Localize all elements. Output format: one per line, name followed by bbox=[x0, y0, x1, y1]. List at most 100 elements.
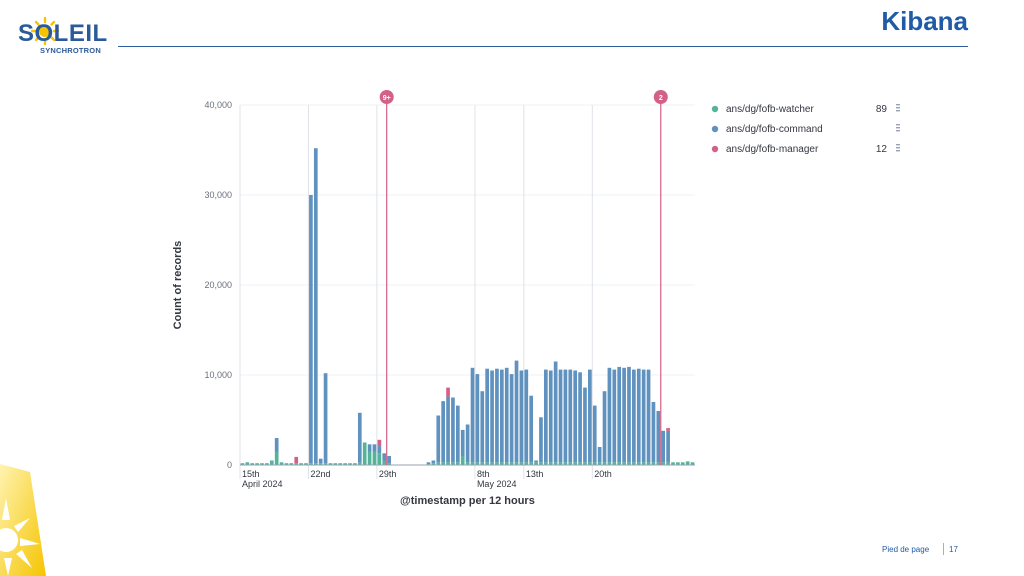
bar-watcher bbox=[465, 462, 470, 465]
bar-watcher bbox=[289, 463, 294, 465]
bar-command bbox=[436, 415, 441, 463]
bar-watcher bbox=[455, 462, 460, 465]
bar-watcher bbox=[656, 462, 661, 465]
bar-watcher bbox=[338, 463, 343, 465]
y-axis-label: Count of records bbox=[172, 241, 184, 330]
bar-watcher bbox=[372, 451, 377, 465]
bar-command bbox=[548, 370, 553, 463]
x-tick-label: 15th bbox=[242, 469, 260, 479]
bar-command bbox=[490, 370, 494, 463]
y-tick-label: 40,000 bbox=[204, 100, 232, 110]
bar-watcher bbox=[313, 463, 318, 465]
bar-watcher bbox=[514, 462, 519, 465]
x-tick-sublabel: April 2024 bbox=[242, 479, 283, 489]
bar-watcher bbox=[676, 462, 680, 465]
bar-command bbox=[426, 462, 431, 465]
legend-menu-icon bbox=[896, 150, 900, 152]
x-tick-label: 22nd bbox=[310, 469, 330, 479]
bar-watcher bbox=[671, 462, 675, 465]
bar-watcher bbox=[451, 462, 455, 465]
bar-command bbox=[451, 397, 455, 463]
bar-watcher bbox=[245, 462, 250, 465]
annotation-label: 2 bbox=[659, 95, 663, 102]
bar-command bbox=[318, 458, 323, 464]
bar-watcher bbox=[265, 463, 269, 465]
bar-command bbox=[499, 369, 504, 463]
bar-command bbox=[544, 369, 548, 463]
bar-watcher bbox=[269, 461, 274, 465]
bar-watcher bbox=[323, 463, 328, 465]
bar-command bbox=[470, 367, 475, 463]
bar-command bbox=[617, 366, 622, 463]
bar-command bbox=[313, 148, 318, 464]
bar-watcher bbox=[636, 462, 641, 465]
bar-watcher bbox=[685, 461, 690, 465]
bar-command bbox=[661, 430, 666, 463]
bar-watcher bbox=[436, 462, 441, 465]
legend-item-label: ans/dg/fofb-manager bbox=[726, 144, 819, 155]
bar-watcher bbox=[651, 462, 656, 465]
bar-command bbox=[387, 456, 391, 464]
bar-watcher bbox=[680, 462, 685, 465]
legend-menu-icon bbox=[896, 110, 900, 112]
y-tick-label: 30,000 bbox=[204, 190, 232, 200]
bar-watcher bbox=[617, 462, 622, 465]
bar-watcher bbox=[509, 462, 514, 465]
x-axis-label: @timestamp per 12 hours bbox=[400, 495, 535, 507]
bar-watcher bbox=[499, 462, 504, 465]
bar-watcher bbox=[534, 462, 538, 465]
bar-command bbox=[475, 374, 480, 463]
bar-command bbox=[558, 369, 563, 463]
bar-watcher bbox=[558, 462, 563, 465]
bar-command bbox=[269, 460, 274, 462]
bar-command bbox=[568, 369, 573, 463]
bar-watcher bbox=[612, 462, 617, 465]
bar-command bbox=[578, 372, 582, 463]
bar-watcher bbox=[475, 462, 480, 465]
bar-command bbox=[455, 405, 460, 463]
legend-item-count: 89 bbox=[876, 104, 888, 115]
bar-command bbox=[592, 405, 597, 463]
bar-watcher bbox=[343, 463, 347, 465]
legend-menu-icon bbox=[896, 144, 900, 146]
bar-watcher bbox=[318, 463, 323, 465]
bar-manager bbox=[446, 387, 450, 397]
bar-watcher bbox=[666, 462, 670, 465]
annotation-marker bbox=[379, 90, 394, 104]
bar-watcher bbox=[519, 462, 524, 465]
x-tick-label: 29th bbox=[379, 469, 397, 479]
legend-item-count: 12 bbox=[876, 144, 888, 155]
bar-manager bbox=[666, 428, 670, 431]
bar-command bbox=[495, 368, 499, 463]
bar-command bbox=[367, 444, 372, 452]
bar-command bbox=[583, 387, 587, 463]
legend-menu-icon bbox=[896, 104, 900, 106]
footer-separator bbox=[943, 543, 944, 555]
bar-command bbox=[607, 367, 612, 463]
bar-command bbox=[573, 370, 578, 463]
page-title: Kibana bbox=[881, 6, 968, 36]
bar-watcher bbox=[646, 462, 651, 465]
bar-command bbox=[641, 369, 646, 463]
bar-command bbox=[446, 396, 450, 463]
y-tick-label: 10,000 bbox=[204, 370, 232, 380]
bar-command bbox=[309, 195, 313, 464]
bar-watcher bbox=[504, 462, 509, 465]
legend-swatch bbox=[711, 125, 719, 133]
bar-command bbox=[646, 369, 651, 463]
bar-watcher bbox=[367, 451, 372, 465]
y-tick-label: 0 bbox=[227, 460, 232, 470]
bar-watcher bbox=[602, 462, 607, 465]
bar-watcher bbox=[357, 462, 362, 465]
bar-command bbox=[377, 446, 382, 454]
bar-watcher bbox=[348, 463, 352, 465]
bar-command bbox=[612, 369, 617, 463]
bar-command bbox=[602, 391, 607, 463]
bar-watcher bbox=[377, 453, 382, 465]
x-tick-sublabel: May 2024 bbox=[477, 479, 517, 489]
bar-manager bbox=[294, 456, 299, 464]
bar-command bbox=[588, 369, 592, 463]
bar-watcher bbox=[284, 463, 289, 465]
legend-menu-icon bbox=[896, 107, 900, 109]
bar-watcher bbox=[328, 463, 333, 465]
